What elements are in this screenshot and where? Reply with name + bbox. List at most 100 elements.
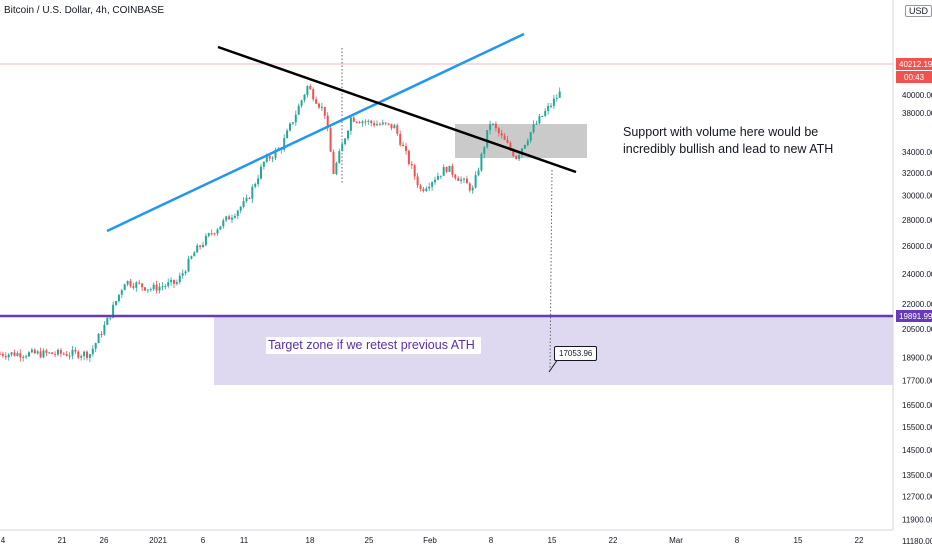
candle-body [268,155,271,159]
candle-body [144,287,146,291]
time-tick-label: 22 [855,536,864,545]
candle-body [289,123,291,131]
candle-body [428,186,431,189]
candle-body [225,216,228,221]
candle-body [39,351,42,358]
candle-body [213,233,216,235]
candle-body [306,85,309,95]
candle-body [135,282,138,288]
candle-body [207,233,210,236]
price-tick-label: 15500.00 [902,423,932,432]
candle-body [117,294,120,302]
time-tick-label: 15 [548,536,557,545]
time-tick-label: 11 [240,536,249,545]
candle-body [402,144,405,147]
candle-body [407,150,410,164]
price-tick-label: 30000.00 [902,192,932,201]
candle-body [480,153,483,171]
candle-body [33,349,36,354]
candle-body [390,123,393,129]
price-tick-label: 13500.00 [902,471,932,480]
candle-body [86,351,88,358]
candle-body [155,284,158,291]
price-tick-label: 12700.00 [902,493,932,502]
candle-body [526,140,529,145]
candle-body [254,184,257,187]
candle-body [358,122,361,124]
price-axis[interactable]: 42000.0040000.0038000.0034000.0032000.00… [902,74,932,546]
candle-body [454,174,457,179]
time-tick-label: 21 [58,536,67,545]
candle-body [100,333,103,335]
candle-body [442,167,445,176]
candle-body [387,123,390,125]
candle-body [518,155,521,160]
time-tick-label: 15 [794,536,803,545]
candle-body [62,353,65,355]
candle-body [138,282,141,284]
price-tick-label: 26000.00 [902,242,932,251]
candle-body [265,155,268,162]
candle-body [216,229,219,234]
currency-badge[interactable]: USD [905,5,932,17]
candle-body [320,106,323,108]
candle-body [30,349,33,353]
candle-body [129,280,132,287]
candle-body [152,284,155,290]
candle-body [431,182,434,187]
price-tick-label: 20500.00 [902,325,932,334]
candle-body [251,186,254,199]
level-label: 19891.99 [899,312,932,321]
candle-body [222,220,225,227]
candle-body [260,166,262,179]
time-axis[interactable]: 4 21 26 2021 6 11 18 25 Feb 8 15 22 Mar 8 15 22 [1,536,864,545]
time-tick-label: 25 [365,536,374,545]
candle-body [106,317,109,325]
candle-body [457,178,460,181]
candle-body [347,130,349,139]
candle-body [312,89,315,100]
candle-body [219,226,222,230]
candle-body [190,256,193,259]
candle-body [233,215,236,218]
candle-body [91,348,94,355]
candle-body [291,122,294,124]
candle-body [341,144,344,152]
candle-body [283,138,286,150]
candle-body [57,349,59,355]
candle-body [149,289,152,291]
candle-body [236,210,239,216]
candle-body [378,124,381,126]
price-tick-label: 22000.00 [902,300,932,309]
price-tick-label: 16500.00 [902,401,932,410]
candle-body [74,349,77,352]
candle-body [367,120,370,122]
candle-body [170,279,173,283]
candle-body [529,132,532,141]
candle-body [329,128,332,152]
candle-body [94,343,97,349]
candle-body [28,352,30,357]
candle-body [45,350,48,353]
candle-body [538,116,541,124]
candle-body [410,163,413,166]
candle-body [550,105,552,107]
time-tick-label: 22 [609,536,618,545]
candle-body [245,197,248,201]
price-tick-label: 14500.00 [902,446,932,455]
candle-body [123,284,126,291]
candle-body [521,148,523,156]
candle-body [381,122,384,125]
candle-body [399,133,402,145]
candle-body [248,197,251,199]
candle-body [355,121,358,123]
countdown-label-bg [896,71,932,83]
candle-body [286,130,289,139]
time-tick-label: 8 [735,536,740,545]
candle-body [42,350,45,358]
candle-body [434,179,436,183]
candle-body [393,125,396,129]
candle-body [193,252,196,257]
candle-body [88,354,91,358]
